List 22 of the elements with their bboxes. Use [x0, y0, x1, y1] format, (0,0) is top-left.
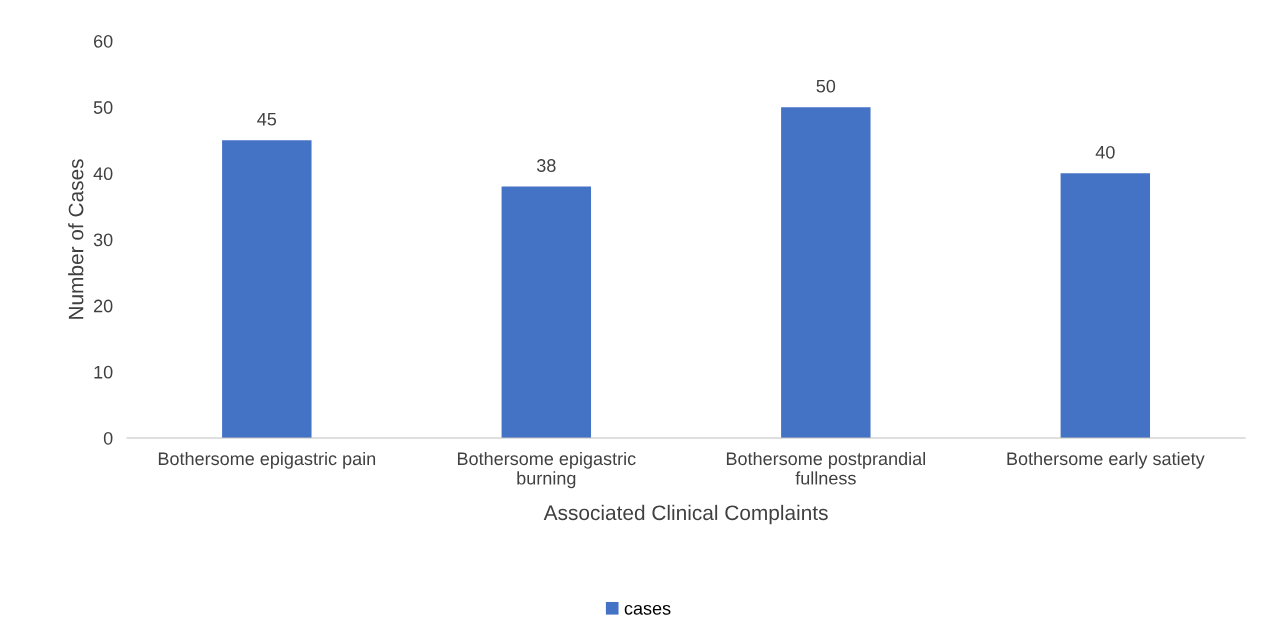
y-tick-label: 0 — [103, 431, 113, 445]
data-label: 50 — [816, 79, 836, 93]
bar — [501, 186, 592, 438]
y-tick-label: 40 — [93, 167, 113, 181]
x-tick-label: Bothersome early satiety — [1007, 451, 1205, 469]
legend-label: cases — [624, 604, 671, 615]
x-axis-title: Associated Clinical Complaints — [543, 504, 828, 525]
y-axis-title: Number of Cases — [68, 159, 84, 319]
y-tick-label: 10 — [94, 365, 113, 379]
bar — [1060, 173, 1151, 438]
bar — [222, 140, 312, 438]
y-tick-label: 50 — [93, 101, 113, 114]
y-tick-label: 30 — [93, 233, 113, 247]
bar — [781, 107, 871, 438]
data-label: 45 — [257, 112, 277, 126]
x-tick-label: Bothersome epigastric burning — [457, 451, 636, 489]
x-tick-label: Bothersome epigastric pain — [158, 451, 376, 469]
y-tick-label: 60 — [94, 34, 113, 48]
data-label: 38 — [536, 159, 556, 172]
x-tick-label: Bothersome postprandial fullness — [726, 451, 925, 485]
data-label: 40 — [1095, 145, 1115, 159]
y-tick-label: 20 — [94, 299, 113, 313]
